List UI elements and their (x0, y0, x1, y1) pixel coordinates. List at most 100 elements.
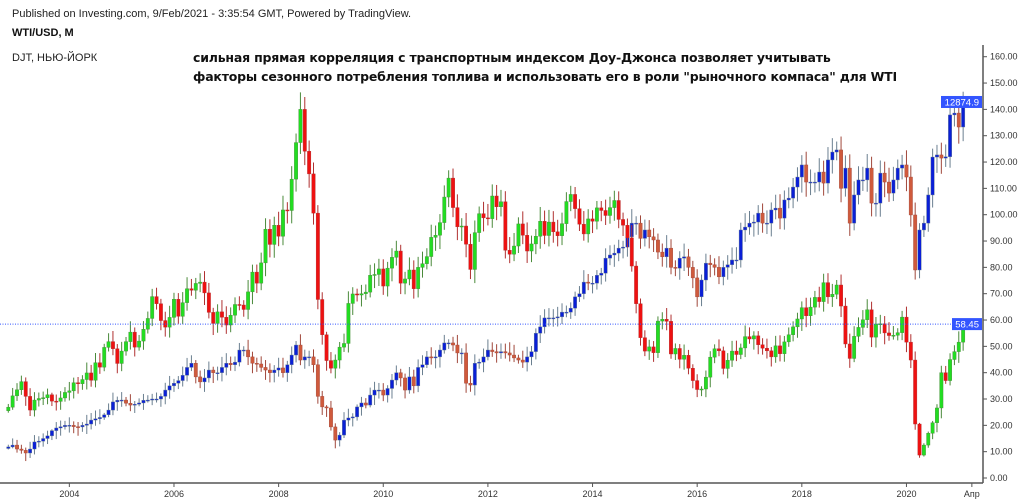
djt-series (6, 91, 966, 462)
djt-body (738, 229, 743, 261)
wti-candle (799, 301, 804, 331)
djt-body (621, 246, 625, 249)
wti-body (904, 316, 909, 343)
djt-body (442, 342, 447, 351)
wti-candle (847, 333, 852, 368)
wti-body (228, 315, 233, 326)
wti-candle (577, 199, 582, 231)
wti-candle (359, 284, 364, 307)
wti-body (786, 334, 791, 343)
wti-candle (350, 287, 355, 315)
wti-body (704, 376, 708, 390)
wti-candle (730, 340, 734, 367)
overlay-symbol-label: DJT, НЬЮ-ЙОРК (12, 52, 98, 64)
wti-candle (106, 333, 111, 352)
djt-candle (403, 373, 407, 399)
djt-candle (747, 210, 752, 235)
djt-body (486, 349, 490, 358)
y-tick-label: 80.00 (990, 262, 1013, 272)
wti-candle (564, 192, 569, 232)
djt-body (289, 354, 294, 365)
djt-candle (529, 345, 534, 366)
x-tick-label: 2014 (583, 489, 603, 499)
wti-candle (41, 391, 46, 406)
djt-candle (926, 187, 931, 232)
wti-candle (363, 284, 368, 300)
djt-candle (782, 190, 787, 230)
x-tick-label: 2018 (792, 489, 812, 499)
wti-body (930, 422, 935, 434)
djt-candle (677, 251, 682, 280)
djt-body (669, 247, 673, 268)
wti-body (119, 350, 124, 364)
djt-candle (342, 412, 346, 438)
djt-candle (128, 394, 133, 412)
djt-candle (507, 342, 512, 362)
djt-body (241, 349, 246, 352)
djt-body (577, 293, 582, 298)
wti-body (887, 332, 891, 336)
djt-candle (438, 344, 442, 368)
djt-body (337, 434, 342, 441)
wti-candle (586, 209, 591, 243)
wti-candle (638, 298, 643, 346)
djt-candle (603, 248, 608, 282)
djt-body (751, 221, 756, 224)
wti-candle (394, 240, 399, 266)
djt-body (834, 149, 839, 153)
wti-body (63, 392, 67, 399)
wti-body (93, 362, 98, 381)
wti-body (734, 350, 739, 355)
djt-candle (154, 392, 159, 403)
wti-body (211, 312, 216, 324)
wti-body (751, 335, 756, 340)
djt-candle (651, 228, 656, 252)
djt-candle (573, 291, 578, 316)
wti-candle (743, 325, 748, 358)
wti-body (843, 305, 848, 345)
djt-candle (172, 378, 176, 392)
djt-body (900, 164, 905, 169)
wti-body (67, 390, 72, 393)
djt-body (922, 222, 926, 231)
djt-candle (451, 336, 455, 352)
wti-body (690, 368, 695, 381)
wti-body (54, 400, 59, 403)
wti-body (564, 201, 569, 224)
wti-candle (320, 292, 325, 345)
djt-body (97, 417, 102, 419)
djt-body (185, 367, 189, 376)
wti-candle (172, 292, 176, 326)
wti-candle (111, 331, 115, 356)
wti-body (599, 207, 604, 211)
wti-candle (429, 224, 434, 267)
djt-candle (215, 366, 220, 381)
wti-candle (616, 191, 621, 229)
djt-candle (939, 142, 944, 174)
wti-candle (956, 331, 961, 363)
wti-body (629, 237, 634, 267)
djt-body (220, 367, 224, 373)
wti-candle (390, 248, 394, 282)
wti-body (791, 326, 796, 335)
wti-candle (629, 224, 634, 272)
djt-candle (599, 267, 604, 285)
djt-candle (516, 354, 521, 364)
wti-body (499, 201, 503, 208)
djt-body (254, 363, 259, 365)
wti-body (477, 213, 482, 233)
djt-candle (612, 244, 617, 267)
wti-candle (751, 331, 756, 350)
wti-candle (141, 321, 146, 350)
djt-body (158, 396, 163, 400)
wti-candle (664, 308, 669, 331)
x-tick-label: 2006 (164, 489, 184, 499)
wti-body (416, 267, 421, 289)
djt-body (54, 427, 59, 431)
djt-candle (642, 219, 647, 247)
djt-body (172, 383, 176, 387)
wti-candle (834, 279, 839, 300)
wti-body (337, 346, 342, 361)
wti-body (638, 303, 643, 338)
